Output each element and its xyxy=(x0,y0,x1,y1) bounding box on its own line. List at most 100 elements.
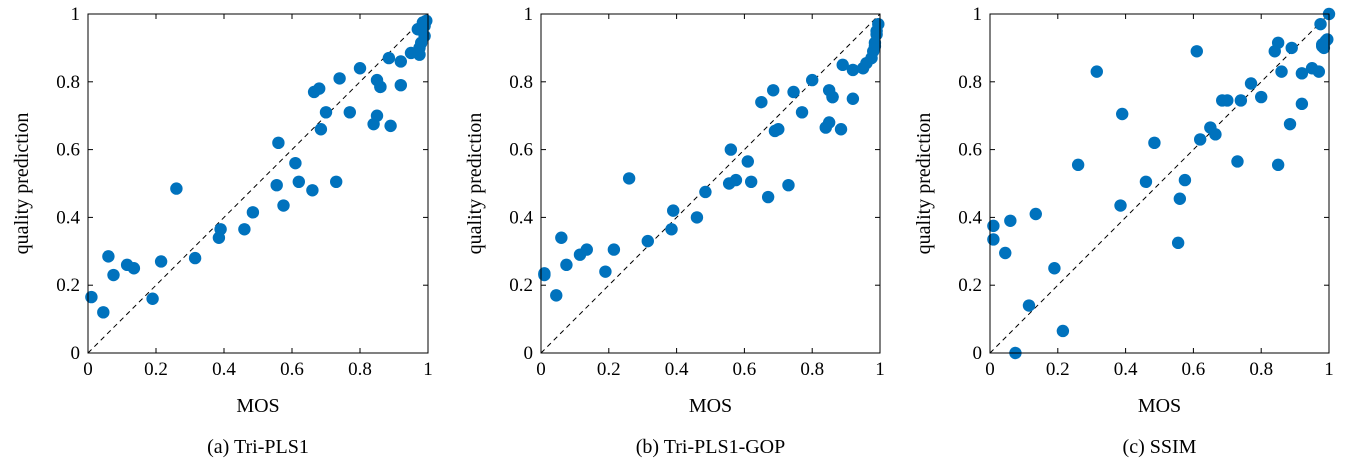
subfigure-caption: (c) SSIM xyxy=(1123,436,1197,458)
data-point xyxy=(550,289,563,302)
data-point xyxy=(1056,324,1070,338)
data-point xyxy=(214,223,227,236)
data-point xyxy=(384,119,397,133)
x-axis-title: MOS xyxy=(236,395,279,417)
data-point xyxy=(806,73,819,87)
data-point xyxy=(826,90,839,104)
y-tick-label: 0 xyxy=(973,343,983,364)
y-tick-label: 1 xyxy=(973,4,983,25)
y-tick-label: 0.2 xyxy=(509,275,533,296)
data-point xyxy=(353,62,367,75)
y-tick-label: 0.8 xyxy=(509,72,533,93)
x-axis-title: MOS xyxy=(689,395,732,417)
chart-panel-1: 0 0.2 0.4 0.6 0.8 1 0 0.2 0.4 0.6 0.8 1 MOS quality p… xyxy=(11,4,433,458)
data-point xyxy=(1114,199,1127,212)
data-point xyxy=(270,178,283,192)
data-point xyxy=(767,84,780,97)
data-point xyxy=(787,85,800,99)
data-point xyxy=(822,116,836,129)
data-point xyxy=(170,182,183,195)
y-tick-label: 0.2 xyxy=(958,275,982,296)
y-tick-label: 0.8 xyxy=(958,72,982,93)
data-point xyxy=(330,175,343,189)
data-point xyxy=(382,51,396,65)
data-point xyxy=(1221,94,1234,107)
data-point xyxy=(1295,67,1309,80)
data-point xyxy=(1275,65,1288,78)
x-axis-title: MOS xyxy=(1138,395,1181,417)
data-point xyxy=(607,243,621,256)
data-point xyxy=(872,17,885,31)
y-tick-label: 0.4 xyxy=(509,207,533,228)
data-point xyxy=(154,255,168,268)
x-tick-label: 0 xyxy=(83,359,93,380)
data-point xyxy=(641,234,654,248)
data-point xyxy=(834,123,848,136)
data-point xyxy=(1283,117,1297,131)
data-point xyxy=(1321,33,1334,46)
y-tick-label: 0.2 xyxy=(56,275,80,296)
data-point xyxy=(1139,175,1153,189)
y-axis-title: quality prediction xyxy=(464,113,486,255)
x-tick-label: 0.4 xyxy=(1114,359,1138,380)
data-point xyxy=(1285,41,1298,55)
data-point xyxy=(1178,173,1192,187)
x-tick-label: 0 xyxy=(985,359,995,380)
data-point xyxy=(1255,90,1268,104)
data-point xyxy=(1295,97,1309,111)
data-point xyxy=(690,211,704,224)
data-point xyxy=(146,292,159,305)
y-tick-label: 0.6 xyxy=(958,140,982,161)
subfigure-caption: (b) Tri-PLS1-GOP xyxy=(636,436,785,458)
y-tick-label: 0.8 xyxy=(56,72,80,93)
data-point xyxy=(420,14,433,27)
data-point xyxy=(272,136,285,150)
data-point xyxy=(836,58,849,72)
data-point xyxy=(772,123,785,136)
data-point xyxy=(1193,133,1207,146)
data-point xyxy=(1090,65,1103,78)
data-point xyxy=(277,199,290,212)
x-tick-label: 0.8 xyxy=(348,359,372,380)
data-point xyxy=(85,290,98,304)
data-point xyxy=(313,82,326,95)
y-tick-label: 1 xyxy=(71,4,81,25)
data-point xyxy=(1071,158,1085,172)
data-point xyxy=(987,233,1000,246)
data-point xyxy=(724,143,738,156)
x-tick-label: 1 xyxy=(423,359,433,380)
data-point xyxy=(1231,155,1244,168)
plot-frame xyxy=(989,13,1330,354)
x-tick-label: 0 xyxy=(536,359,546,380)
data-point xyxy=(846,92,860,105)
y-tick-label: 0 xyxy=(71,343,81,364)
data-point xyxy=(1029,207,1042,221)
data-point xyxy=(333,72,346,85)
data-point xyxy=(744,175,758,189)
data-point xyxy=(1173,192,1187,205)
data-point xyxy=(1271,158,1285,172)
data-point xyxy=(374,80,387,94)
data-point xyxy=(741,155,754,168)
data-point xyxy=(1171,236,1185,250)
x-tick-label: 1 xyxy=(875,359,885,380)
y-tick-label: 0.4 xyxy=(958,207,982,228)
y-tick-label: 0 xyxy=(524,343,534,364)
data-point xyxy=(107,268,120,282)
data-point xyxy=(622,172,636,185)
data-point xyxy=(999,246,1012,260)
data-point xyxy=(370,109,384,122)
data-point xyxy=(987,219,1000,233)
data-point xyxy=(755,95,768,109)
data-point xyxy=(97,306,110,319)
data-point xyxy=(246,206,260,219)
data-point xyxy=(1116,107,1129,121)
data-point xyxy=(1004,214,1017,227)
y-tick-label: 1 xyxy=(524,4,534,25)
data-point xyxy=(599,265,612,278)
data-point xyxy=(394,55,407,68)
x-tick-label: 0.6 xyxy=(733,359,757,380)
data-point xyxy=(314,123,328,136)
data-point xyxy=(699,185,712,199)
